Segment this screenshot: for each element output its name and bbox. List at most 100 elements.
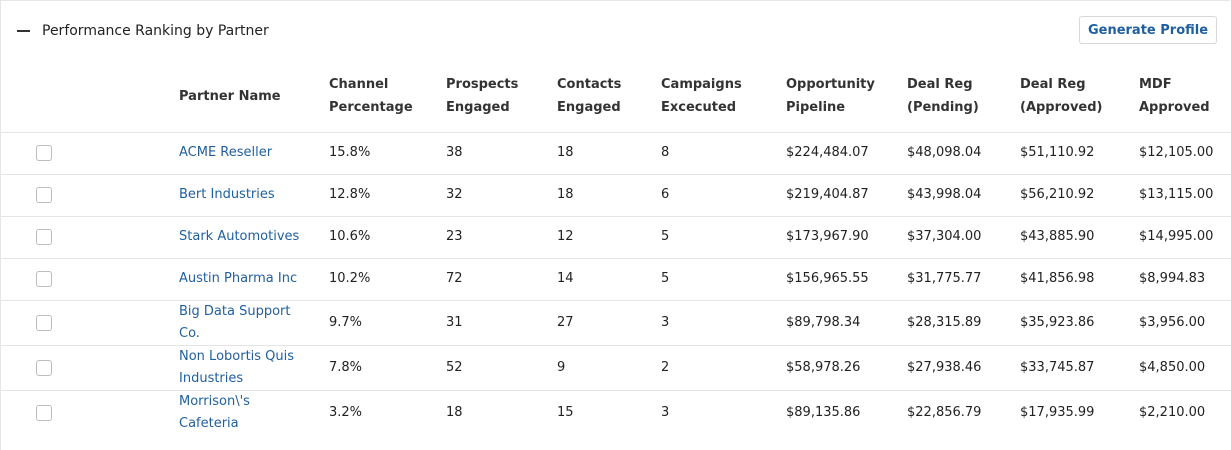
table-cell: $22,856.79 (894, 389, 1007, 435)
table-cell: $156,965.55 (773, 257, 894, 300)
table-cell: $173,967.90 (773, 215, 894, 258)
table-cell: $13,115.00 (1126, 173, 1231, 216)
table-row: Stark Automotives 10.6% 23 12 5 $173,967.90 $3… (1, 215, 1231, 258)
table-cell: $33,745.87 (1007, 344, 1126, 390)
table-cell: 18 (544, 131, 648, 174)
table-cell: 52 (433, 344, 544, 390)
partner-cell: Bert Industries (166, 173, 316, 216)
row-checkbox[interactable] (36, 359, 52, 376)
partner-cell: Morrison\'s Cafeteria (166, 389, 316, 435)
table-cell: $28,315.89 (894, 299, 1007, 345)
table-cell: 23 (433, 215, 544, 258)
table-cell: 5 (648, 215, 773, 258)
partner-link[interactable]: Bert Industries (179, 187, 275, 202)
partner-link[interactable]: Austin Pharma Inc (179, 271, 298, 286)
table-cell: 3 (648, 299, 773, 345)
row-checkbox[interactable] (36, 404, 52, 421)
partner-link[interactable]: Non Lobortis Quis Industries (179, 348, 295, 386)
table-cell: 18 (544, 173, 648, 216)
partner-cell: ACME Reseller (166, 131, 316, 174)
table-cell: $43,885.90 (1007, 215, 1126, 258)
table-cell: $89,135.86 (773, 389, 894, 435)
table-cell: 18 (433, 389, 544, 435)
table-cell: 3.2% (316, 389, 433, 435)
table-cell: 5 (648, 257, 773, 300)
table-cell: $35,923.86 (1007, 299, 1126, 345)
table-cell: $12,105.00 (1126, 131, 1231, 174)
table-cell: 14 (544, 257, 648, 300)
table-cell: $41,856.98 (1007, 257, 1126, 300)
column-header: Opportunity Pipeline (786, 77, 875, 116)
table-cell: 9.7% (316, 299, 433, 345)
table-cell: $51,110.92 (1007, 131, 1126, 174)
table-cell: 10.6% (316, 215, 433, 258)
table-row: Big Data Support Co. 9.7% 31 27 3 $89,798.34 $… (1, 299, 1231, 345)
table-cell: 3 (648, 389, 773, 435)
table-cell: $224,484.07 (773, 131, 894, 174)
table-cell: $37,304.00 (894, 215, 1007, 258)
table-body: ACME Reseller 15.8% 38 18 8 $224,484.07 $48,09… (1, 131, 1231, 435)
partner-link[interactable]: Morrison\'s Cafeteria (179, 393, 250, 431)
table-cell: $58,978.26 (773, 344, 894, 390)
table-cell: 8 (648, 131, 773, 174)
table-cell: 7.8% (316, 344, 433, 390)
column-header: MDF Approved (1139, 77, 1210, 116)
table-cell: $31,775.77 (894, 257, 1007, 300)
table-cell: 15.8% (316, 131, 433, 174)
table-cell: $89,798.34 (773, 299, 894, 345)
header-row: Partner Name Channel Percentage Prospects … (1, 61, 1231, 132)
table-row: Austin Pharma Inc 10.2% 72 14 5 $156,965.55 $3… (1, 257, 1231, 300)
select-cell (1, 344, 166, 390)
table-cell: 12.8% (316, 173, 433, 216)
table-cell: $56,210.92 (1007, 173, 1126, 216)
row-checkbox[interactable] (36, 314, 52, 331)
column-header: Channel Percentage (329, 77, 413, 116)
table-cell: 72 (433, 257, 544, 300)
table-cell: 2 (648, 344, 773, 390)
collapse-toggle[interactable] (17, 30, 30, 32)
column-header: Deal Reg (Approved) (1020, 77, 1103, 116)
table-row: Morrison\'s Cafeteria 3.2% 18 15 3 $89,135.86… (1, 389, 1231, 435)
table-row: ACME Reseller 15.8% 38 18 8 $224,484.07 $48,09… (1, 131, 1231, 174)
row-checkbox[interactable] (36, 145, 52, 161)
table-cell: 31 (433, 299, 544, 345)
generate-profile-button[interactable]: Generate Profile (1079, 16, 1217, 44)
partner-link[interactable]: Big Data Support Co. (179, 303, 291, 341)
table-cell: $48,098.04 (894, 131, 1007, 174)
table-cell: $14,995.00 (1126, 215, 1231, 258)
select-cell (1, 131, 166, 174)
column-header: Contacts Engaged (557, 77, 622, 116)
select-cell (1, 299, 166, 345)
panel-title: Performance Ranking by Partner (42, 23, 269, 39)
table-cell: 38 (433, 131, 544, 174)
table-row: Non Lobortis Quis Industries 7.8% 52 9 2 $58,… (1, 344, 1231, 390)
table-cell: $2,210.00 (1126, 389, 1231, 435)
select-cell (1, 215, 166, 258)
row-checkbox[interactable] (36, 187, 52, 203)
partner-link[interactable]: ACME Reseller (179, 145, 273, 160)
table-cell: $219,404.87 (773, 173, 894, 216)
table-cell: 32 (433, 173, 544, 216)
select-cell (1, 173, 166, 216)
select-header (1, 61, 166, 132)
column-header: Prospects Engaged (446, 77, 519, 116)
column-header: Partner Name (179, 88, 281, 104)
row-checkbox[interactable] (36, 229, 52, 245)
partner-link[interactable]: Stark Automotives (179, 229, 300, 244)
table-row: Bert Industries 12.8% 32 18 6 $219,404.87 $43,… (1, 173, 1231, 216)
table-cell: $4,850.00 (1126, 344, 1231, 390)
partner-cell: Austin Pharma Inc (166, 257, 316, 300)
column-header: Campaigns Excecuted (661, 77, 742, 116)
table-cell: 10.2% (316, 257, 433, 300)
panel-header: Performance Ranking by Partner Generate … (1, 1, 1231, 61)
table-cell: $8,994.83 (1126, 257, 1231, 300)
table-cell: 6 (648, 173, 773, 216)
table-cell: $43,998.04 (894, 173, 1007, 216)
partner-cell: Big Data Support Co. (166, 299, 316, 345)
table-cell: 15 (544, 389, 648, 435)
partner-cell: Stark Automotives (166, 215, 316, 258)
ranking-table: Partner Name Channel Percentage Prospects … (1, 61, 1231, 435)
row-checkbox[interactable] (36, 271, 52, 287)
table-cell: $3,956.00 (1126, 299, 1231, 345)
